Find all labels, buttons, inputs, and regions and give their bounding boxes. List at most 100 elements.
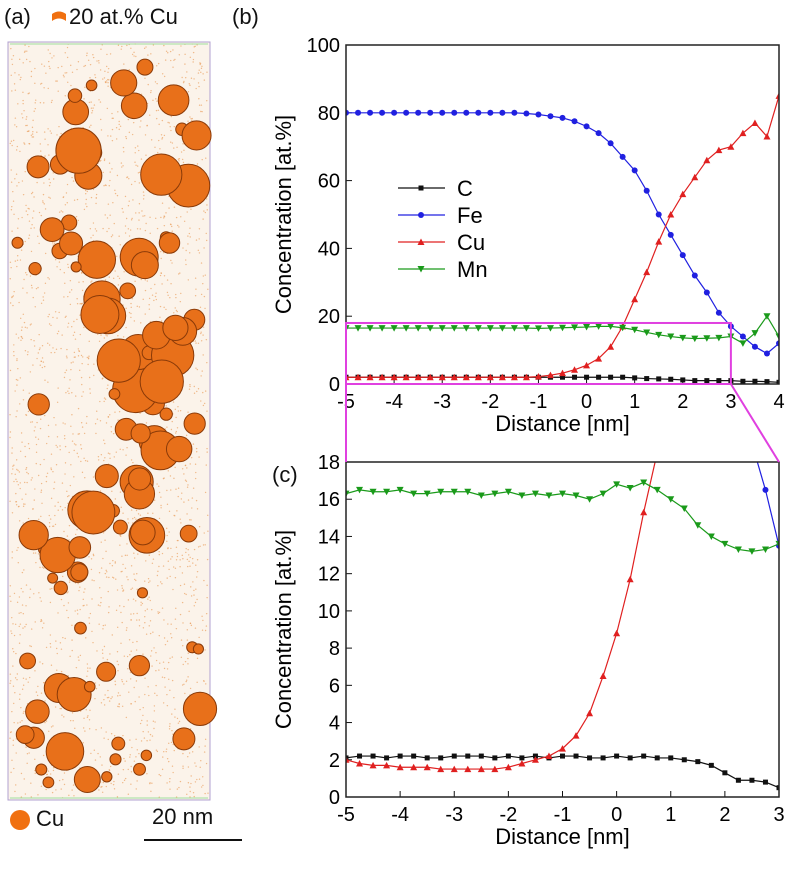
data-point-Mn — [583, 324, 591, 331]
cu-atom-dot — [34, 102, 36, 104]
data-point-Mn — [667, 333, 675, 341]
cu-atom-dot — [202, 619, 204, 622]
cu-atom-dot — [136, 588, 138, 591]
cu-precipitate — [119, 282, 137, 300]
cu-atom-dot — [64, 423, 66, 425]
cu-atom-dot — [192, 791, 195, 794]
cu-atom-dot — [181, 601, 184, 604]
cu-atom-dot — [172, 743, 174, 746]
cu-atom-dot — [161, 73, 164, 75]
data-point-Mn — [383, 488, 391, 496]
cu-atom-dot — [133, 320, 136, 322]
cu-atom-dot — [104, 624, 106, 626]
cu-atom-dot — [137, 145, 139, 147]
cu-atom-dot — [66, 348, 68, 351]
cu-atom-dot — [94, 759, 97, 761]
cu-atom-dot — [146, 740, 148, 742]
cu-atom-dot — [185, 593, 187, 596]
cu-atom-dot — [185, 259, 187, 261]
cu-atom-dot — [112, 202, 114, 204]
data-point-Cu — [586, 709, 594, 717]
cu-atom-dot — [153, 710, 156, 712]
cu-atom-dot — [187, 782, 190, 784]
cu-atom-dot — [84, 477, 86, 479]
cu-atom-dot — [56, 332, 59, 335]
cu-atom-dot — [84, 730, 86, 732]
cu-atom-dot — [59, 268, 61, 271]
data-point-Mn — [498, 325, 506, 332]
data-point-Cu — [464, 765, 472, 773]
cu-atom-dot — [71, 71, 74, 73]
cu-atom-dot — [187, 657, 189, 660]
cu-atom-dot — [58, 211, 61, 213]
cu-precipitate — [11, 236, 24, 249]
cu-atom-dot — [109, 214, 111, 216]
data-point-Cu — [751, 119, 759, 126]
cu-atom-dot — [127, 793, 130, 795]
cu-atom-dot — [52, 525, 54, 527]
cu-atom-dot — [162, 252, 165, 254]
cu-atom-dot — [9, 737, 11, 739]
cu-atom-dot — [89, 392, 91, 394]
cu-atom-dot — [158, 669, 160, 671]
cu-atom-dot — [124, 777, 127, 780]
cu-atom-dot — [74, 533, 77, 536]
cu-atom-dot — [160, 507, 162, 509]
cu-atom-dot — [146, 125, 148, 127]
cu-atom-dot — [26, 327, 28, 329]
cu-atom-dot — [179, 780, 182, 783]
cu-atom-dot — [74, 356, 76, 358]
cu-atom-dot — [60, 648, 63, 650]
cu-atom-dot — [42, 193, 45, 196]
data-point-Mn — [680, 505, 688, 513]
cu-atom-dot — [141, 602, 144, 605]
cu-atom-dot — [156, 227, 159, 230]
cu-atom-dot — [151, 294, 154, 296]
cu-atom-dot — [159, 148, 161, 150]
cu-atom-dot — [190, 586, 192, 588]
cu-atom-dot — [14, 623, 17, 625]
cu-atom-dot — [175, 216, 178, 219]
cu-atom-dot — [40, 302, 43, 304]
cu-atom-dot — [94, 697, 96, 700]
cu-atom-dot — [50, 324, 52, 327]
cu-atom-dot — [153, 705, 156, 707]
cu-atom-dot — [77, 433, 79, 435]
cu-atom-dot — [98, 572, 101, 574]
data-point-Cu — [643, 268, 651, 276]
cu-atom-dot — [82, 356, 84, 358]
cu-atom-dot — [21, 326, 23, 328]
cu-atom-dot — [73, 795, 75, 797]
cu-atom-dot — [96, 60, 98, 62]
cu-atom-dot — [68, 387, 70, 389]
cu-atom-dot — [166, 704, 169, 707]
cu-atom-dot — [14, 117, 17, 119]
cu-atom-dot — [23, 569, 25, 571]
cu-atom-dot — [182, 663, 184, 666]
cu-atom-dot — [85, 637, 87, 639]
cu-atom-dot — [183, 473, 185, 475]
cu-atom-dot — [25, 678, 27, 680]
cu-atom-dot — [174, 408, 177, 411]
cu-atom-dot — [120, 506, 122, 509]
cu-atom-dot — [189, 790, 191, 793]
cu-atom-dot — [95, 197, 97, 199]
cu-atom-dot — [32, 131, 34, 133]
cu-atom-dot — [124, 195, 127, 198]
cu-atom-dot — [21, 180, 24, 182]
cu-atom-dot — [186, 639, 189, 641]
cu-atom-dot — [31, 133, 34, 135]
cu-atom-dot — [89, 709, 91, 712]
cu-atom-dot — [67, 266, 70, 269]
cu-atom-dot — [81, 426, 84, 428]
y-tick-label: 12 — [318, 564, 340, 586]
cu-atom-dot — [99, 101, 102, 103]
cu-atom-dot — [48, 154, 50, 156]
x-tick-label: -1 — [530, 391, 548, 413]
cu-atom-dot — [153, 299, 155, 302]
cu-atom-dot — [47, 128, 49, 130]
cu-atom-dot — [155, 117, 158, 120]
cu-atom-dot — [100, 159, 102, 162]
cu-atom-dot — [101, 764, 103, 766]
cu-atom-dot — [188, 752, 191, 754]
